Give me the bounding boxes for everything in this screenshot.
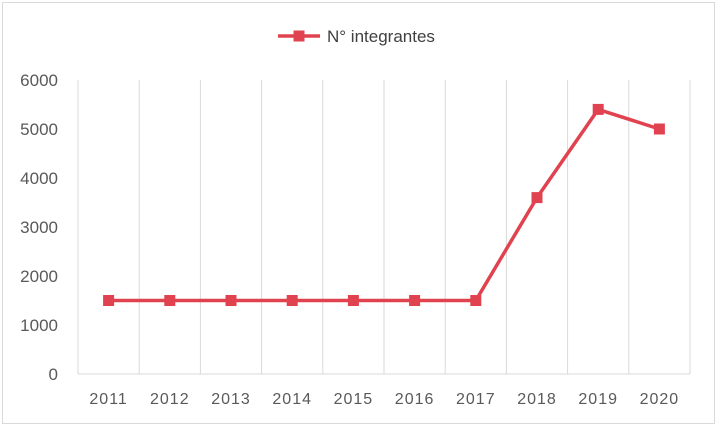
data-point-marker <box>286 295 298 306</box>
data-point-marker <box>409 295 421 306</box>
legend-label: N° integrantes <box>327 27 435 46</box>
x-tick-label: 2012 <box>150 391 190 408</box>
y-tick-label: 3000 <box>20 218 58 237</box>
chart-frame <box>2 2 715 424</box>
data-point-marker <box>592 103 604 115</box>
x-tick-label: 2014 <box>272 391 312 408</box>
y-tick-label: 2000 <box>20 267 58 286</box>
x-tick-label: 2011 <box>89 391 127 408</box>
x-tick-label: 2013 <box>211 391 251 408</box>
y-axis-tick-labels: 0 1000 2000 3000 4000 5000 6000 <box>20 71 58 384</box>
data-point-marker <box>347 295 359 306</box>
x-tick-label: 2015 <box>334 391 374 408</box>
data-point-marker <box>470 295 482 306</box>
data-point-marker <box>103 295 115 306</box>
legend-marker-swatch <box>293 30 305 42</box>
data-point-marker <box>164 295 176 306</box>
legend: N° integrantes <box>278 27 435 46</box>
x-tick-label: 2018 <box>517 391 557 408</box>
x-tick-label: 2016 <box>395 391 435 408</box>
x-tick-label: 2019 <box>578 391 618 408</box>
y-tick-label: 4000 <box>20 169 58 188</box>
data-point-marker <box>531 192 543 204</box>
data-point-marker <box>653 123 665 135</box>
vertical-gridlines <box>77 80 691 374</box>
data-point-marker <box>225 295 237 306</box>
x-tick-label: 2017 <box>456 391 496 408</box>
y-tick-label: 5000 <box>20 120 58 139</box>
y-tick-label: 1000 <box>20 316 58 335</box>
x-axis-tick-labels: 2011 2012 2013 2014 2015 2016 2017 2018 2019 2020 <box>89 391 680 408</box>
y-tick-label: 6000 <box>20 71 58 90</box>
y-tick-label: 0 <box>49 365 58 384</box>
series-group <box>103 103 665 306</box>
x-tick-label: 2020 <box>640 391 680 408</box>
series-line <box>108 107 660 303</box>
